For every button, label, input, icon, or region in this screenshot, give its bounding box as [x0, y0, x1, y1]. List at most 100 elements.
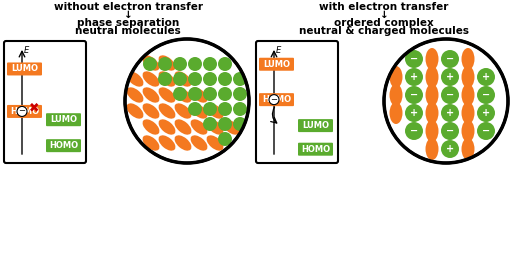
Text: HOMO: HOMO — [262, 95, 291, 104]
Circle shape — [173, 87, 187, 101]
Circle shape — [384, 39, 508, 163]
Ellipse shape — [425, 48, 438, 70]
Ellipse shape — [390, 66, 402, 88]
Text: +: + — [446, 144, 454, 154]
FancyBboxPatch shape — [259, 93, 294, 106]
Text: LUMO: LUMO — [11, 65, 38, 73]
Ellipse shape — [390, 102, 402, 124]
Circle shape — [441, 104, 459, 122]
Text: +: + — [446, 108, 454, 118]
Circle shape — [203, 72, 217, 86]
Ellipse shape — [159, 119, 176, 135]
Circle shape — [441, 122, 459, 140]
Circle shape — [233, 72, 247, 86]
Circle shape — [477, 68, 495, 86]
Circle shape — [173, 72, 187, 86]
Text: neutral molecules: neutral molecules — [75, 26, 181, 36]
Ellipse shape — [159, 103, 176, 119]
Text: +: + — [410, 108, 418, 118]
Circle shape — [17, 106, 27, 116]
Ellipse shape — [206, 135, 223, 151]
Circle shape — [125, 39, 249, 163]
Circle shape — [218, 117, 232, 131]
Ellipse shape — [175, 135, 191, 151]
Circle shape — [188, 57, 202, 71]
Ellipse shape — [425, 84, 438, 106]
Text: +: + — [482, 72, 490, 82]
Circle shape — [441, 50, 459, 68]
Ellipse shape — [142, 103, 159, 119]
Ellipse shape — [142, 135, 159, 151]
Ellipse shape — [223, 119, 240, 135]
FancyBboxPatch shape — [46, 113, 81, 126]
Ellipse shape — [159, 87, 176, 103]
FancyBboxPatch shape — [298, 143, 333, 156]
Ellipse shape — [159, 71, 176, 87]
Text: −: − — [482, 126, 490, 136]
Text: −: − — [410, 54, 418, 64]
Circle shape — [218, 102, 232, 116]
Text: HOMO: HOMO — [49, 141, 78, 150]
Ellipse shape — [175, 119, 191, 135]
Circle shape — [441, 140, 459, 158]
Circle shape — [173, 57, 187, 71]
Text: −: − — [482, 90, 490, 100]
Text: +: + — [482, 108, 490, 118]
Text: ↓: ↓ — [379, 10, 389, 20]
Text: E: E — [24, 46, 29, 55]
Circle shape — [203, 57, 217, 71]
Circle shape — [405, 86, 423, 104]
Circle shape — [203, 87, 217, 101]
Text: E: E — [276, 46, 281, 55]
Ellipse shape — [126, 103, 143, 119]
Ellipse shape — [142, 119, 159, 135]
Ellipse shape — [461, 84, 475, 106]
Text: ↓: ↓ — [123, 10, 133, 20]
Circle shape — [477, 122, 495, 140]
Circle shape — [405, 122, 423, 140]
Ellipse shape — [126, 87, 143, 103]
Circle shape — [477, 104, 495, 122]
Text: LUMO: LUMO — [50, 115, 77, 124]
Ellipse shape — [461, 120, 475, 142]
Text: −: − — [18, 106, 26, 115]
Circle shape — [233, 87, 247, 101]
Ellipse shape — [142, 87, 159, 103]
Ellipse shape — [190, 135, 207, 151]
Circle shape — [158, 72, 172, 86]
Circle shape — [233, 117, 247, 131]
Text: −: − — [446, 54, 454, 64]
Circle shape — [218, 132, 232, 146]
Ellipse shape — [461, 138, 475, 160]
Ellipse shape — [142, 55, 159, 71]
Circle shape — [203, 117, 217, 131]
Ellipse shape — [175, 103, 191, 119]
Ellipse shape — [190, 87, 207, 103]
Text: −: − — [270, 95, 278, 104]
Ellipse shape — [190, 103, 207, 119]
Circle shape — [218, 87, 232, 101]
Ellipse shape — [425, 66, 438, 88]
Text: neutral & charged molecules: neutral & charged molecules — [299, 26, 469, 36]
Ellipse shape — [175, 71, 191, 87]
FancyBboxPatch shape — [256, 41, 338, 163]
Circle shape — [188, 102, 202, 116]
Circle shape — [158, 57, 172, 71]
Text: ✖: ✖ — [29, 101, 39, 114]
Circle shape — [441, 68, 459, 86]
Ellipse shape — [425, 138, 438, 160]
Ellipse shape — [126, 71, 143, 87]
Text: with electron transfer: with electron transfer — [319, 2, 449, 12]
Text: phase separation: phase separation — [77, 18, 179, 28]
Ellipse shape — [461, 48, 475, 70]
Text: −: − — [446, 90, 454, 100]
FancyBboxPatch shape — [259, 58, 294, 71]
Ellipse shape — [461, 66, 475, 88]
Text: without electron transfer: without electron transfer — [53, 2, 203, 12]
FancyBboxPatch shape — [4, 41, 86, 163]
Ellipse shape — [461, 102, 475, 124]
Ellipse shape — [159, 55, 176, 71]
Ellipse shape — [390, 84, 402, 106]
Text: +: + — [410, 72, 418, 82]
FancyBboxPatch shape — [7, 62, 42, 76]
